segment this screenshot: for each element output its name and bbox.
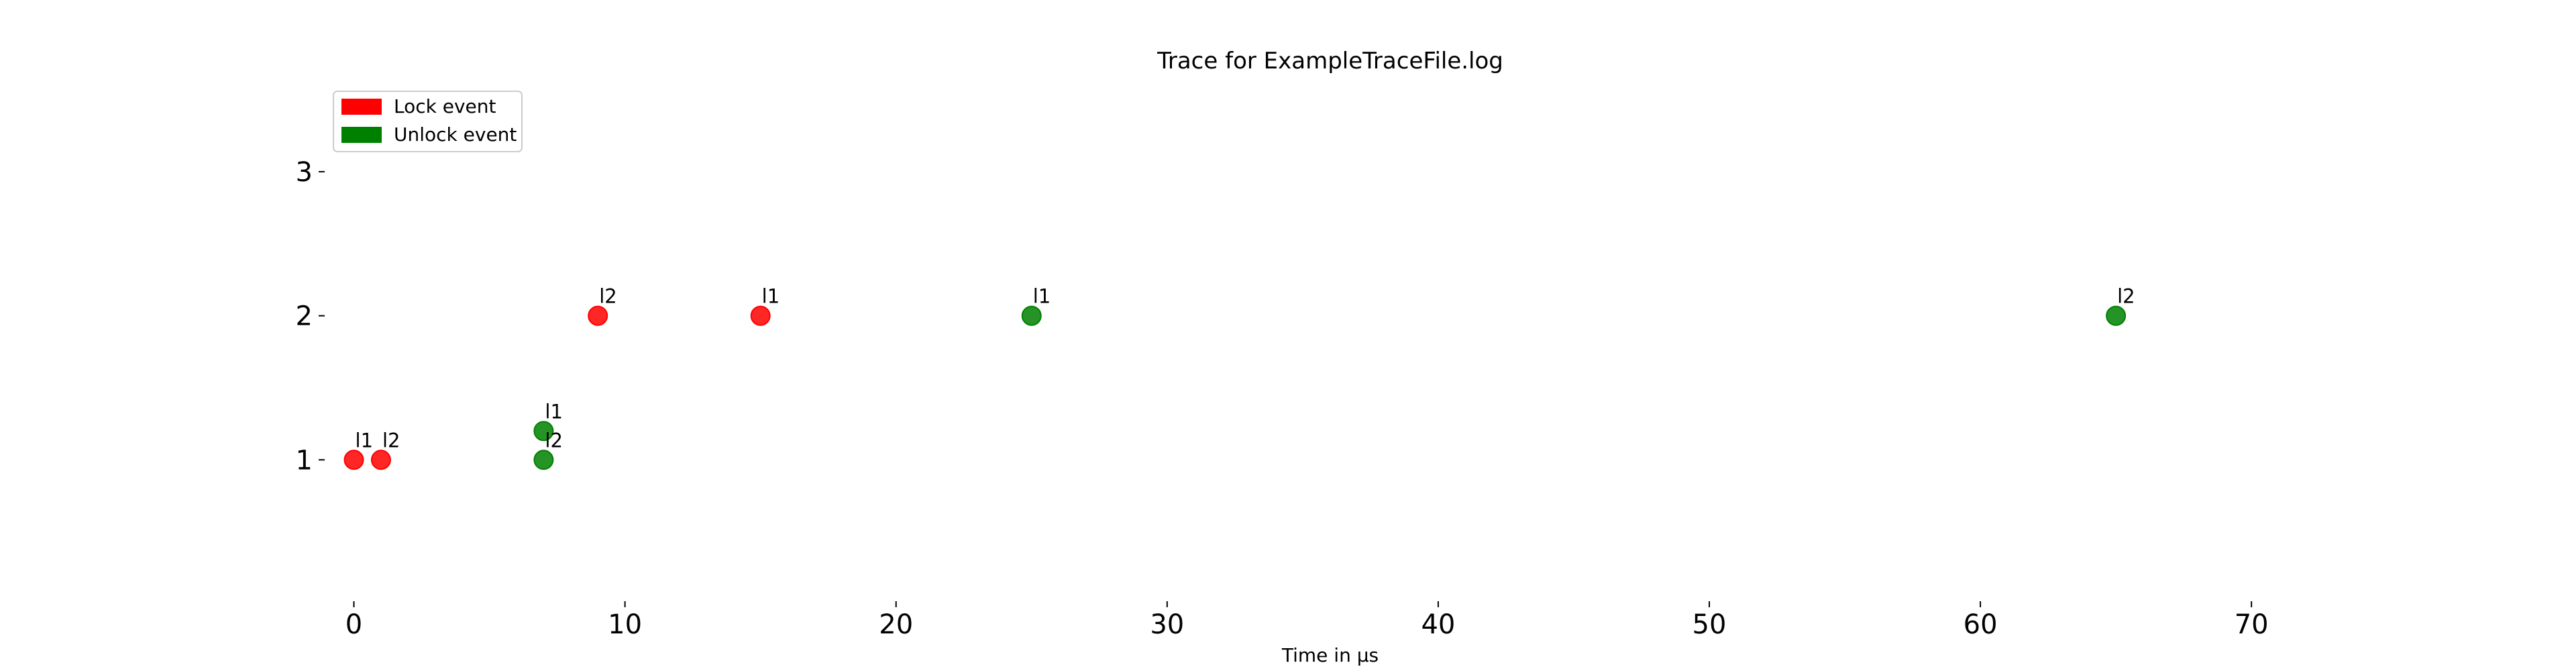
point-label: l2 <box>545 429 563 452</box>
chart-title: Trace for ExampleTraceFile.log <box>1157 48 1503 74</box>
y-tick-label: 2 <box>296 301 313 332</box>
unlock-event-point <box>533 421 554 442</box>
x-tick-label: 50 <box>1693 609 1727 640</box>
legend-swatch-lock <box>341 99 382 115</box>
lock-event-point <box>343 450 364 470</box>
x-axis-label: Time in µs <box>1281 644 1379 666</box>
lock-event-point <box>750 305 771 326</box>
point-label: l1 <box>762 285 780 308</box>
x-tick-label: 20 <box>879 609 913 640</box>
x-tick-label: 40 <box>1421 609 1455 640</box>
legend-label-unlock: Unlock event <box>394 123 517 146</box>
point-label: l2 <box>382 429 400 452</box>
x-tick-label: 60 <box>1964 609 1998 640</box>
x-tick-label: 70 <box>2235 609 2269 640</box>
point-label: l2 <box>2117 285 2135 308</box>
y-tick-label: 3 <box>296 157 313 188</box>
legend-swatch-unlock <box>341 127 382 143</box>
x-tick-label: 0 <box>345 609 362 640</box>
y-tick-label: 1 <box>296 445 313 476</box>
legend-label-lock: Lock event <box>394 95 496 117</box>
lock-event-point <box>370 450 391 470</box>
unlock-event-point <box>533 450 554 470</box>
legend: Lock event Unlock event <box>333 91 523 152</box>
point-label: l1 <box>545 400 563 423</box>
point-label: l2 <box>599 285 617 308</box>
y-axis: 1 2 3 <box>296 157 325 476</box>
x-tick-label: 30 <box>1150 609 1184 640</box>
data-points: l1 l2 l2 l1 l1 l2 l1 l2 <box>343 285 2135 470</box>
unlock-event-point <box>1021 305 1042 326</box>
lock-event-point <box>588 305 608 326</box>
x-axis: 0 10 20 30 40 50 60 70 <box>345 601 2269 640</box>
x-tick-label: 10 <box>608 609 642 640</box>
point-label: l1 <box>356 429 374 452</box>
unlock-event-point <box>2106 305 2127 326</box>
point-label: l1 <box>1033 285 1051 308</box>
